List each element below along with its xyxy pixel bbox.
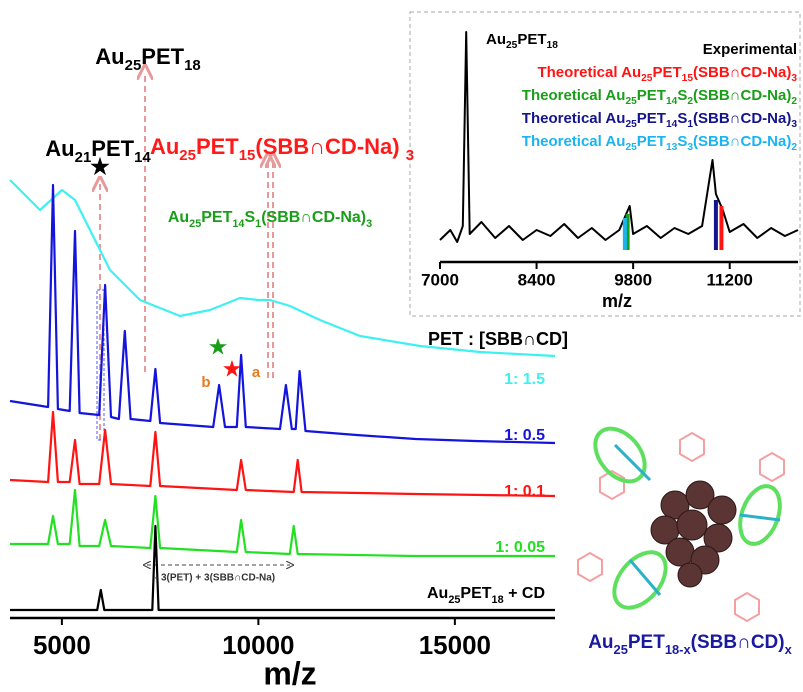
series-label: 1: 0.1 [504, 483, 545, 500]
x-tick-label: 7000 [421, 270, 459, 289]
x-axis-label: m/z [263, 655, 316, 691]
series-label: 1: 0.05 [495, 539, 545, 556]
series-label: Au25PET18 + CD [427, 585, 545, 606]
x-tick-label: 9800 [614, 270, 652, 289]
x-tick-label: 5000 [33, 630, 91, 660]
annotation: Au25PET15(SBB∩CD-Na) 3 [150, 134, 414, 165]
guide-arrows [100, 72, 273, 440]
annotation: b [201, 374, 210, 391]
annotation: Au25PET18 [486, 31, 558, 51]
x-tick-label: 8400 [518, 270, 556, 289]
series-label: Theoretical Au25PET13S3(SBB∩CD-Na)2 [522, 133, 798, 153]
theory-stick [719, 206, 723, 250]
star: ★ [209, 336, 227, 358]
star: ★ [223, 358, 241, 380]
annotation: PET : [SBB∩CD] [428, 329, 568, 349]
annotation: Au25PET18-x(SBB∩CD)x [588, 632, 792, 657]
spectrum [10, 412, 555, 496]
series-label: Experimental [703, 41, 797, 58]
series-label: 1: 0.5 [504, 427, 545, 444]
annotation: - 3(PET) + 3(SBB∩CD-Na) [155, 573, 275, 584]
series-label: Theoretical Au25PET14S2(SBB∩CD-Na)2 [522, 87, 798, 107]
x-tick-label: 11200 [707, 270, 753, 289]
annotation: Au25PET18 [95, 44, 200, 75]
cluster-model [578, 419, 787, 621]
series-label: 1: 1.5 [504, 371, 545, 388]
x-tick-label: 15000 [419, 630, 491, 660]
theory-stick [623, 218, 627, 250]
annotation: Au25PET14S1(SBB∩CD-Na)3 [168, 209, 372, 230]
series-label: Theoretical Au25PET14S1(SBB∩CD-Na)3 [522, 110, 798, 130]
annotation: a [252, 364, 261, 381]
series-label: Theoretical Au25PET15(SBB∩CD-Na)3 [537, 64, 797, 84]
figure: ★ ★ ★ 50001000015000m/z1: 1.51: 0.51: 0.… [0, 0, 803, 692]
x-axis-label: m/z [602, 291, 632, 311]
spectrum [10, 490, 555, 556]
theory-stick [714, 200, 718, 250]
